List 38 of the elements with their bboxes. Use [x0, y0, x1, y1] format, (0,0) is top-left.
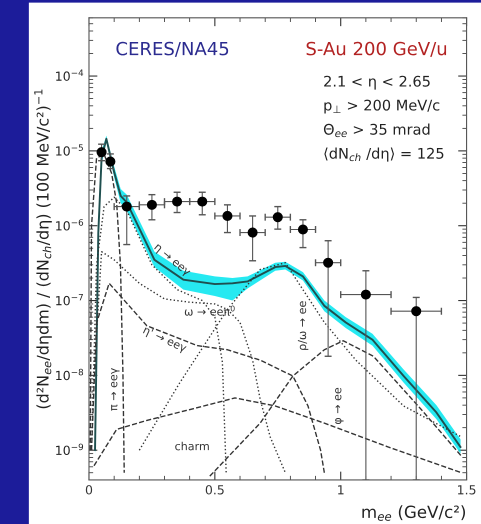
point: [222, 210, 232, 221]
point: [298, 224, 308, 235]
x-tick-label: 1.5: [458, 485, 476, 495]
x-tick-label: 0.5: [206, 485, 224, 495]
annotation: ω → eeπ$^{0}$: [184, 306, 235, 316]
y-tick-label: 10$^{−7}$: [56, 294, 83, 306]
y-tick-label: 10$^{−5}$: [56, 144, 83, 156]
annotation: Θ$_{ee}$ > 35 mrad: [324, 124, 430, 138]
annotation: 2.1 < η < 2.65: [324, 76, 430, 90]
y-tick-label: 10$^{−9}$: [56, 444, 84, 456]
y-tick-label: 10$^{−4}$: [56, 70, 84, 81]
point: [122, 202, 132, 212]
x-tick-label: 0: [86, 485, 92, 495]
annotation: η → eeγ: [152, 244, 191, 278]
annotation: φ → ee: [335, 388, 344, 424]
y-tick-label: 10$^{−6}$: [56, 219, 84, 231]
x-axis-title: m$_{ee}$ (GeV/c²): [362, 505, 466, 521]
point: [172, 196, 182, 207]
point: [197, 196, 208, 207]
annotation: S-Au 200 GeV/u: [306, 42, 446, 57]
annotation: charm: [175, 442, 209, 450]
point: [323, 258, 334, 268]
point: [272, 212, 283, 222]
annotation: π → eeγ: [111, 368, 120, 411]
annotation: p$_{⊥}$ > 200 MeV/c: [324, 100, 440, 114]
x-tick-label: 1: [338, 485, 344, 494]
y-tick-label: 10$^{−8}$: [56, 368, 84, 380]
point: [248, 228, 258, 238]
point: [411, 306, 422, 316]
point: [96, 147, 107, 158]
point: [146, 200, 157, 210]
point: [105, 156, 116, 167]
annotation: CERES/NA45: [116, 42, 228, 57]
y-axis-title: (d²N$_{ee}$/dηdm) / (dN$_{ch}$/dη) (100 MeV/c²)$^{−1}$: [34, 90, 52, 408]
annotation: η' → eeγ: [142, 326, 188, 354]
point: [360, 290, 371, 300]
annotation: ρ/ω → ee: [298, 301, 308, 350]
annotation: ⟨dN$_{ch}$ /dη⟩ = 125: [324, 148, 444, 162]
